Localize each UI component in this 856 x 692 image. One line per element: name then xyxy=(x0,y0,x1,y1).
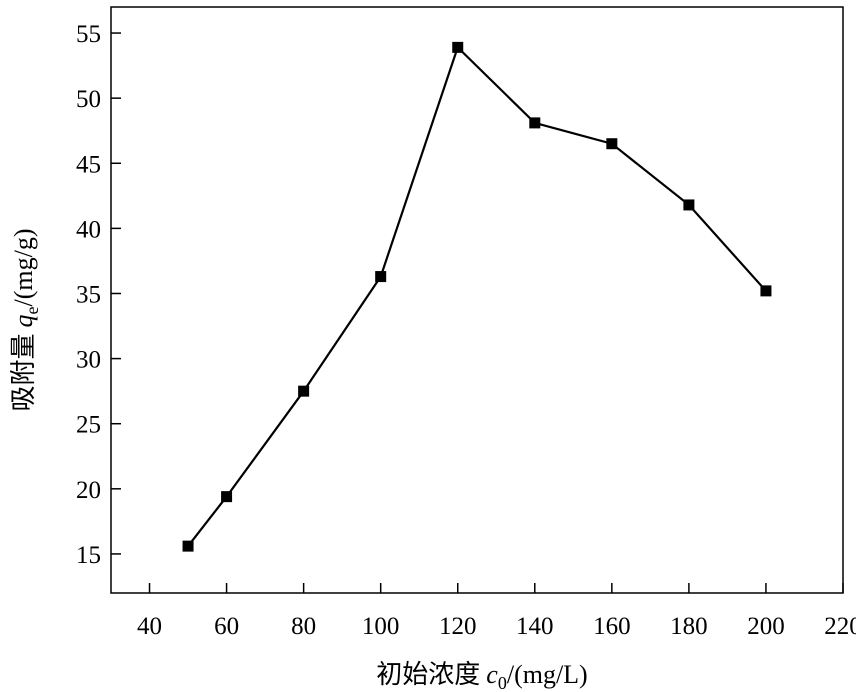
y-tick-label: 30 xyxy=(76,347,101,374)
data-point-marker xyxy=(760,285,772,297)
y-tick-label: 55 xyxy=(76,21,101,48)
data-point-marker xyxy=(452,41,464,53)
x-tick-label: 180 xyxy=(670,613,708,640)
y-tick-label: 15 xyxy=(76,542,101,569)
x-tick-label: 160 xyxy=(593,613,631,640)
series-layer xyxy=(182,41,772,552)
x-tick-label: 120 xyxy=(439,613,477,640)
x-axis-label: 初始浓度 c0/(mg/L) xyxy=(376,660,587,692)
data-point-marker xyxy=(606,138,618,150)
y-tick-label: 35 xyxy=(76,281,101,308)
x-tick-label: 100 xyxy=(362,613,400,640)
series-line xyxy=(187,45,767,547)
x-tick-label: 60 xyxy=(214,613,239,640)
data-point-marker xyxy=(182,540,194,552)
y-axis-label: 吸附量qe/(mg/g) xyxy=(9,228,42,411)
data-point-marker xyxy=(683,199,695,211)
y-tick-label: 45 xyxy=(76,151,101,178)
data-point-marker xyxy=(221,491,233,503)
y-tick-label: 20 xyxy=(76,477,101,504)
x-tick-label: 200 xyxy=(747,613,785,640)
data-point-marker xyxy=(298,385,310,397)
y-tick-label: 50 xyxy=(76,86,101,113)
x-tick-label: 80 xyxy=(291,613,316,640)
x-tick-label: 140 xyxy=(516,613,554,640)
data-point-marker xyxy=(375,271,387,283)
y-tick-label: 25 xyxy=(76,412,101,439)
ticks: 40 60 80 100 120 140 160 180 200 220 15 20 25 30 35 40 4… xyxy=(76,21,856,640)
x-tick-label: 40 xyxy=(137,613,162,640)
x-tick-label: 220 xyxy=(824,613,856,640)
y-tick-label: 40 xyxy=(76,216,101,243)
plot-frame xyxy=(110,6,844,594)
data-point-marker xyxy=(529,117,541,129)
